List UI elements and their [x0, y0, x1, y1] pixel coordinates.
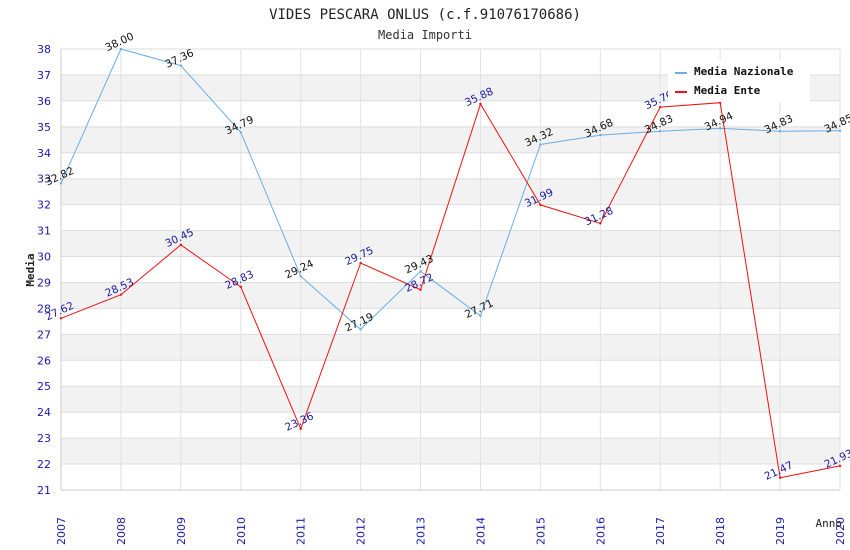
- grid-band: [61, 126, 840, 153]
- grid-bands: [61, 74, 840, 465]
- x-tick-label: 2011: [295, 517, 308, 545]
- data-point: [659, 105, 662, 109]
- data-label: 37.36: [163, 47, 196, 71]
- y-tick-label: 21: [37, 484, 51, 497]
- y-tick-label: 25: [37, 380, 51, 393]
- data-point: [778, 476, 782, 480]
- y-tick-label: 35: [37, 121, 51, 134]
- y-tick-label: 28: [37, 302, 51, 315]
- y-tick-label: 34: [37, 147, 51, 160]
- data-point: [359, 261, 362, 265]
- data-point: [539, 143, 542, 146]
- data-point: [359, 328, 362, 331]
- data-label: 31.28: [583, 205, 615, 229]
- y-tick-label: 22: [37, 458, 51, 471]
- y-tick-label: 37: [37, 69, 51, 82]
- y-axis-ticks: 21 22 23 24 25 26 27 28 29 30 31 32 33 34 35 36 37 38: [37, 43, 51, 497]
- data-point: [59, 182, 63, 185]
- data-label: 23.36: [283, 410, 316, 434]
- y-tick-label: 38: [37, 43, 51, 56]
- y-tick-label: 36: [37, 95, 51, 108]
- x-axis-label: Anno: [816, 517, 843, 530]
- x-tick-label: 2009: [175, 517, 188, 545]
- x-tick-label: 2020: [834, 517, 847, 545]
- x-tick-label: 2010: [235, 517, 248, 545]
- data-point: [419, 270, 422, 273]
- x-tick-label: 2019: [774, 517, 787, 545]
- legend-label-media-ente: Media Ente: [694, 84, 761, 97]
- y-tick-label: 29: [37, 276, 51, 289]
- series-lines: [59, 47, 842, 480]
- data-point: [239, 131, 242, 134]
- chart-subtitle: Media Importi: [378, 28, 472, 42]
- data-point: [599, 133, 602, 137]
- data-point: [119, 293, 123, 296]
- data-point: [838, 129, 842, 132]
- data-point: [718, 127, 722, 130]
- y-axis-label: Media: [24, 253, 37, 286]
- data-point: [59, 317, 63, 320]
- data-point: [179, 243, 183, 247]
- grid-band: [61, 334, 840, 361]
- x-tick-label: 2015: [534, 517, 547, 545]
- data-point: [299, 427, 302, 430]
- x-tick-label: 2008: [115, 517, 128, 545]
- data-point: [718, 101, 722, 104]
- x-tick-label: 2014: [474, 517, 487, 545]
- y-tick-label: 27: [37, 328, 51, 341]
- data-label: 27.19: [343, 311, 375, 335]
- y-tick-label: 30: [37, 251, 51, 264]
- y-tick-label: 33: [37, 173, 51, 186]
- x-tick-label: 2012: [355, 517, 368, 545]
- x-tick-label: 2007: [55, 517, 68, 545]
- x-tick-label: 2016: [594, 517, 607, 545]
- grid-band: [61, 386, 840, 413]
- data-point: [539, 203, 542, 207]
- data-point: [179, 64, 183, 67]
- x-tick-label: 2013: [415, 517, 428, 545]
- grid-band: [61, 282, 840, 309]
- data-point: [838, 464, 842, 468]
- series-line-media-nazionale: [60, 48, 841, 331]
- grid-band: [61, 178, 840, 205]
- data-point: [479, 102, 482, 106]
- y-tick-label: 23: [37, 432, 51, 445]
- y-tick-label: 24: [37, 406, 51, 419]
- data-point: [599, 222, 602, 225]
- data-point: [419, 288, 422, 291]
- x-axis-ticks: 2007 2008 2009 2010 2011 2012 2013 2014 2015 2016…: [55, 517, 847, 545]
- legend: Media Nazionale Media Ente: [668, 60, 810, 102]
- data-point: [239, 285, 242, 289]
- y-tick-label: 31: [37, 225, 51, 238]
- data-point: [119, 47, 123, 51]
- data-label: 38.00: [103, 30, 135, 54]
- grid-band: [61, 438, 840, 465]
- data-point: [659, 130, 662, 133]
- series-line-media-ente: [60, 102, 841, 479]
- chart-title: VIDES PESCARA ONLUS (c.f.91076170686): [269, 7, 581, 23]
- data-point: [299, 275, 302, 278]
- legend-label-media-nazionale: Media Nazionale: [694, 65, 794, 78]
- legend-background: [668, 60, 810, 102]
- data-label: 29.24: [283, 258, 316, 282]
- x-tick-label: 2017: [654, 517, 667, 545]
- y-tick-label: 32: [37, 199, 51, 212]
- y-tick-label: 26: [37, 354, 51, 367]
- data-point: [778, 130, 782, 133]
- x-tick-label: 2018: [714, 517, 727, 545]
- data-point: [479, 314, 482, 318]
